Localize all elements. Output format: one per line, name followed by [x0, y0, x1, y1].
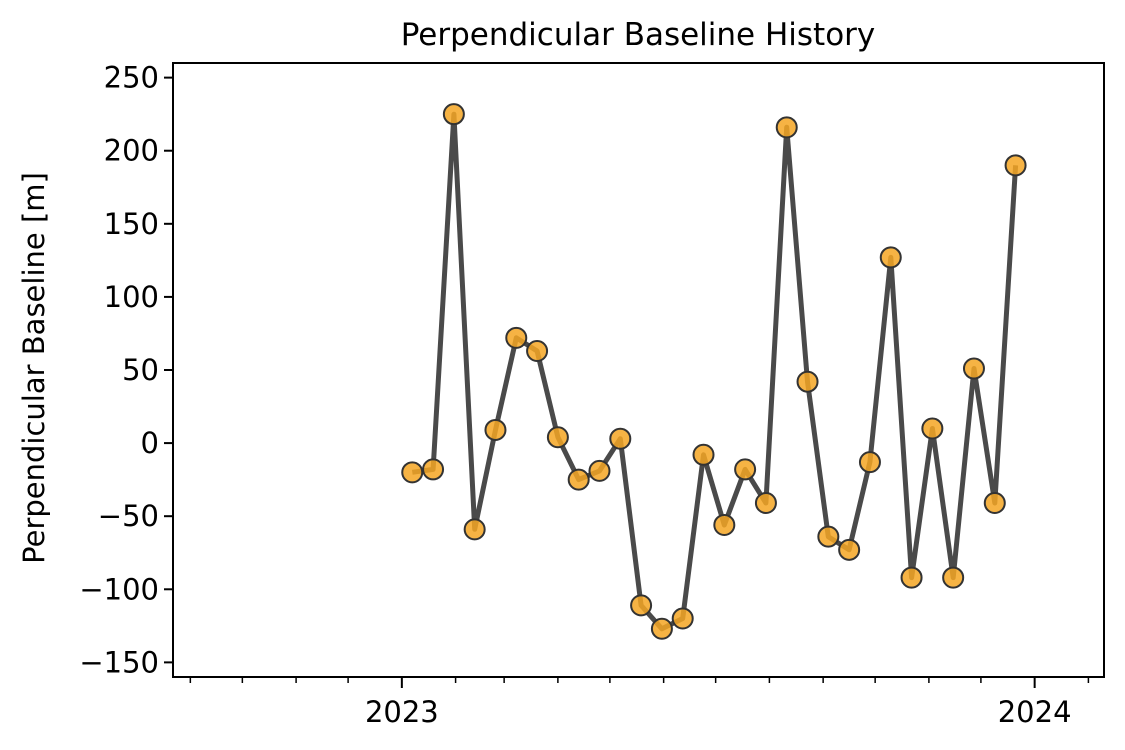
y-axis-label: Perpendicular Baseline [m]: [17, 172, 51, 564]
y-tick-label: −100: [79, 572, 159, 606]
data-point: [588, 459, 611, 482]
data-point: [858, 451, 881, 474]
y-tick-label: 50: [122, 353, 159, 387]
data-point: [609, 427, 632, 450]
y-axis: 250 200 150 100 50 0 −50 −100 −150: [79, 61, 173, 679]
y-tick-label: 100: [104, 280, 159, 314]
x-tick-label: 2024: [998, 695, 1072, 729]
data-point: [630, 594, 653, 617]
x-axis: 2023 2024: [189, 677, 1090, 729]
data-point: [838, 538, 861, 561]
data-point: [754, 492, 777, 515]
data-point: [775, 116, 798, 139]
data-point: [900, 566, 923, 589]
data-point: [526, 339, 549, 362]
y-tick-label: 200: [104, 134, 159, 168]
data-point: [796, 370, 819, 393]
y-tick-label: −150: [79, 645, 159, 679]
data-point: [546, 426, 569, 449]
data-point: [442, 103, 465, 126]
data-point: [1004, 154, 1027, 177]
x-tick-label: 2023: [365, 695, 439, 729]
data-point: [463, 518, 486, 541]
data-point: [422, 458, 445, 481]
data-point: [817, 525, 840, 548]
series-line: [411, 111, 1019, 632]
y-tick-label: 150: [104, 207, 159, 241]
y-tick-label: 0: [141, 426, 159, 460]
data-point: [484, 418, 507, 441]
data-point: [567, 468, 590, 491]
data-point: [962, 357, 985, 380]
data-point: [734, 458, 757, 481]
y-tick-label: −50: [98, 499, 159, 533]
data-point: [942, 566, 965, 589]
plot-frame: [172, 62, 1105, 678]
chart-title: Perpendicular Baseline History: [401, 17, 876, 53]
data-point: [713, 513, 736, 536]
data-point: [505, 326, 528, 349]
data-point: [921, 417, 944, 440]
plot-area: [401, 103, 1027, 640]
data-point: [983, 492, 1006, 515]
data-point: [671, 607, 694, 630]
data-point: [879, 246, 902, 269]
data-point: [401, 461, 424, 484]
data-point: [650, 617, 673, 640]
y-tick-label: 250: [104, 61, 159, 95]
data-point: [692, 443, 715, 466]
